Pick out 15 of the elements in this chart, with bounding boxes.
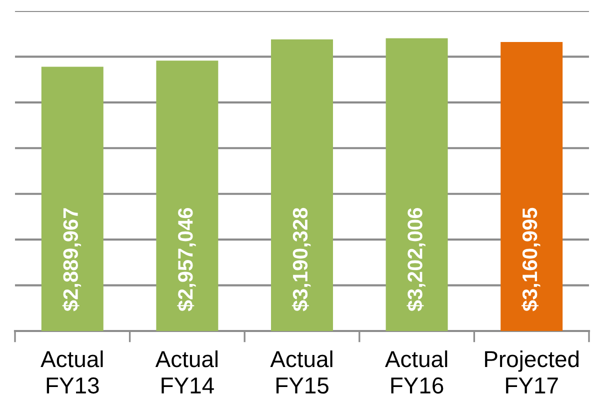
data-label: $3,202,006: [406, 208, 426, 312]
bar: [271, 39, 333, 331]
x-tick-label: Actual FY16: [385, 350, 448, 394]
data-label: $3,160,995: [522, 208, 540, 312]
x-tick-label: Actual FY15: [270, 350, 332, 394]
bar: [386, 38, 448, 331]
bar: [41, 66, 104, 331]
bar: [500, 42, 563, 331]
data-label: $2,889,967: [62, 208, 82, 312]
data-label: $3,190,328: [292, 208, 311, 312]
x-tick-label: Projected FY17: [485, 350, 579, 394]
x-tick-label: Actual FY14: [155, 350, 218, 394]
x-tick-label: Actual FY13: [40, 350, 103, 394]
data-label: $2,957,046: [177, 208, 196, 312]
bar: [156, 60, 218, 331]
